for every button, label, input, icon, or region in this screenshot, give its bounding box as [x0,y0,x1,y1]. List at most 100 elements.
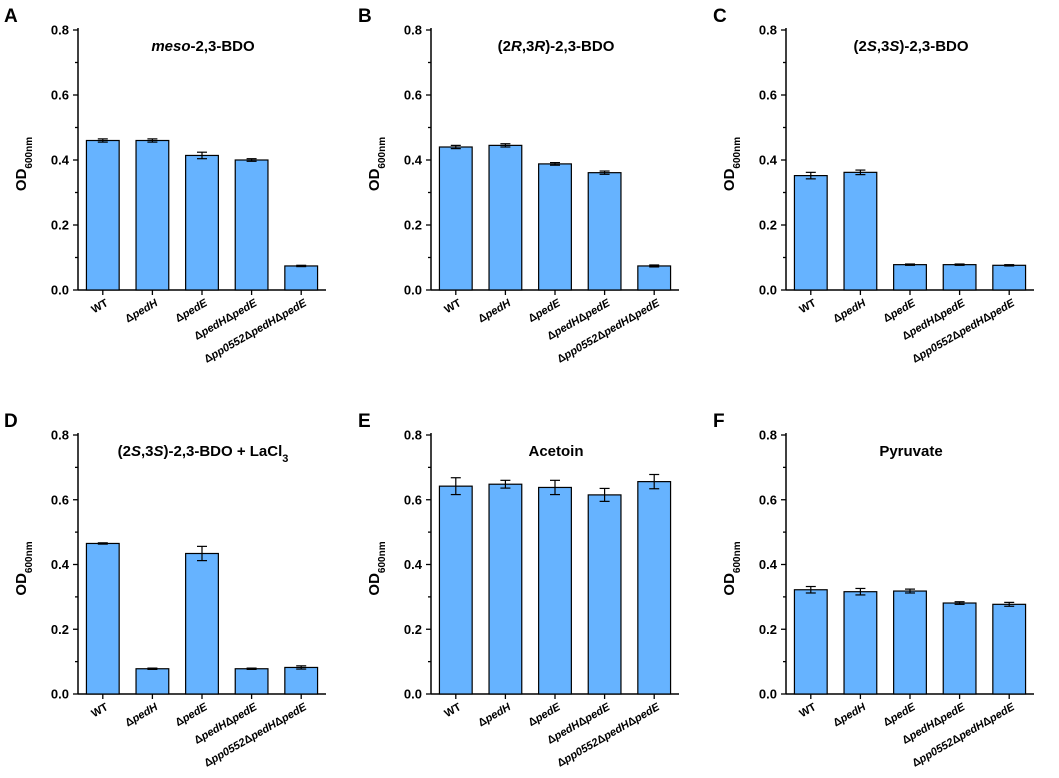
y-tick-label: 0.6 [404,492,422,507]
y-axis-label: OD600nm [366,137,388,191]
y-tick-label: 0.2 [404,218,422,233]
error-bar-3 [550,162,560,166]
bar-1 [85,542,120,695]
y-tick-label: 0.2 [759,218,777,233]
x-tick-label: WT [89,701,110,720]
bar-2 [843,591,878,695]
panel-letter: E [358,411,371,432]
y-tick-label: 0.0 [759,687,777,702]
y-tick-label: 0.8 [759,428,777,443]
bar-1 [438,485,473,695]
panel-letter: F [713,411,725,432]
panel-letter: A [4,6,18,27]
y-tick-label: 0.4 [404,557,423,572]
panel-letter: C [713,6,727,27]
bar-4 [942,264,977,291]
y-tick-label: 0.0 [51,687,69,702]
chart-title: (2R,3R)-2,3-BDO [498,38,615,55]
chart-title: Pyruvate [879,443,942,460]
bar-1 [85,139,120,291]
bar-5 [992,603,1027,695]
bar-4 [942,602,977,695]
error-bar-2 [500,143,511,148]
x-tick-label: WT [797,297,818,316]
error-bar-5 [1004,601,1015,607]
error-bar-1 [805,171,816,180]
bar-4 [234,159,269,291]
x-tick-label: ΔpedE [881,701,918,729]
bar-5 [992,264,1027,291]
chart-panel-f: F Pyruvate 0.0 0.2 0.4 0.6 0.8 OD600nm WT ΔpedH Δp… [713,411,1034,770]
y-tick-label: 0.0 [404,283,422,298]
error-bar-1 [450,477,461,496]
y-tick-label: 0.2 [51,622,69,637]
y-tick-label: 0.0 [759,283,777,298]
x-tick-label: ΔpedE [881,297,918,325]
error-bar-4 [599,487,610,502]
y-tick-label: 0.2 [51,218,69,233]
error-bar-5 [296,264,307,268]
bar-5 [637,265,672,291]
error-bar-1 [97,138,108,143]
error-bar-4 [954,601,965,605]
error-bar-1 [805,585,816,594]
x-tick-label: ΔpedH [831,297,869,326]
bar-5 [284,265,319,291]
chart-title: Acetoin [528,443,583,460]
x-tick-label: WT [442,701,463,720]
y-axis-label: OD600nm [13,541,35,595]
y-tick-label: 0.8 [51,428,69,443]
y-tick-label: 0.8 [51,23,69,38]
error-bar-5 [649,264,660,268]
x-tick-label: Δpp0552ΔpedHΔpedE [910,701,1017,770]
bar-4 [234,668,269,695]
error-bar-3 [197,151,207,160]
error-bar-4 [246,667,257,670]
bar-2 [488,483,523,695]
chart-panel-c: C (2S,3S)-2,3-BDO 0.0 0.2 0.4 0.6 0.8 OD600nm WT… [713,6,1034,366]
y-tick-label: 0.4 [759,557,778,572]
y-tick-label: 0.8 [404,428,422,443]
bar-1 [438,146,473,291]
error-bar-3 [550,479,560,496]
error-bar-5 [649,473,660,490]
chart-title: meso-2,3-BDO [151,38,255,55]
x-tick-label: ΔpedH [123,701,161,730]
bar-5 [637,481,672,695]
y-tick-label: 0.2 [759,622,777,637]
x-tick-label: WT [442,297,463,316]
bar-3 [185,552,219,695]
y-tick-label: 0.2 [404,622,422,637]
chart-panel-b: B (2R,3R)-2,3-BDO 0.0 0.2 0.4 0.6 0.8 OD600nm WT… [358,6,679,366]
error-bar-2 [855,587,866,596]
y-tick-label: 0.8 [759,23,777,38]
x-tick-label: WT [797,701,818,720]
error-bar-4 [599,170,610,175]
y-tick-label: 0.8 [404,23,422,38]
y-tick-label: 0.6 [51,492,69,507]
bar-2 [843,171,878,291]
y-axis-label: OD600nm [721,137,743,191]
bar-5 [284,666,319,695]
error-bar-5 [296,665,307,670]
bar-4 [587,494,622,695]
x-tick-label: ΔpedE [173,701,210,729]
error-bar-2 [500,479,511,489]
error-bar-3 [905,588,915,594]
bar-1 [793,589,828,695]
error-bar-2 [855,169,866,176]
bar-3 [185,154,219,291]
x-tick-label: ΔpedH [476,297,514,326]
x-tick-label: ΔpedH [831,701,869,730]
y-tick-label: 0.6 [759,88,777,103]
y-tick-label: 0.6 [51,88,69,103]
bar-2 [488,144,523,291]
y-axis-label: OD600nm [721,541,743,595]
panel-letter: B [358,6,372,27]
y-tick-label: 0.0 [404,687,422,702]
error-bar-2 [147,138,158,143]
bar-3 [893,590,927,695]
